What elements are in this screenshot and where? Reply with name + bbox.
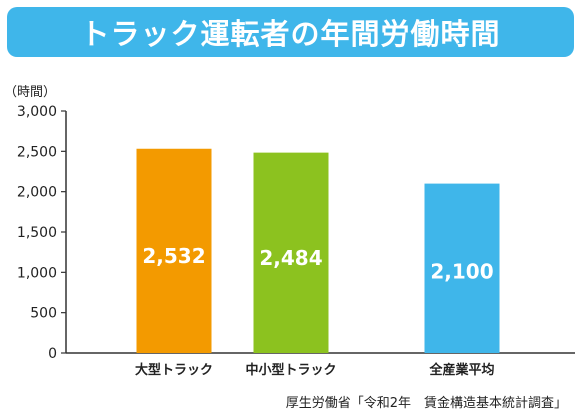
bar-value-label: 2,100	[430, 259, 493, 283]
y-axis: 0 500 1,000 1,500 2,000 2,500 3,000	[17, 104, 575, 362]
y-tick-label: 0	[48, 346, 57, 362]
y-tick-label: 2,500	[17, 144, 57, 160]
y-tick-label: 3,000	[17, 104, 57, 120]
bar-3	[424, 183, 500, 353]
x-tick-label: 全産業平均	[428, 362, 494, 378]
title-banner: トラック運転者の年間労働時間	[7, 7, 574, 57]
y-tick-label: 1,000	[17, 265, 57, 281]
x-tick-label: 大型トラック	[135, 362, 213, 378]
bar-value-label: 2,484	[259, 246, 322, 270]
x-tick-label: 中小型トラック	[245, 362, 336, 378]
bars-group: 2,532 2,484 2,100	[136, 148, 500, 353]
chart-title: トラック運転者の年間労働時間	[80, 17, 501, 51]
bar-2	[253, 152, 329, 353]
bar-1	[136, 148, 212, 353]
x-axis-labels: 大型トラック 中小型トラック 全産業平均	[135, 362, 495, 378]
source-note: 厚生労働省「令和2年 賃金構造基本統計調査」	[285, 396, 567, 411]
y-axis-label: （時間）	[4, 85, 56, 100]
y-tick-label: 1,500	[17, 225, 57, 241]
y-tick-label: 2,000	[17, 185, 57, 201]
y-tick-label: 500	[30, 306, 57, 322]
bar-value-label: 2,532	[142, 244, 205, 268]
